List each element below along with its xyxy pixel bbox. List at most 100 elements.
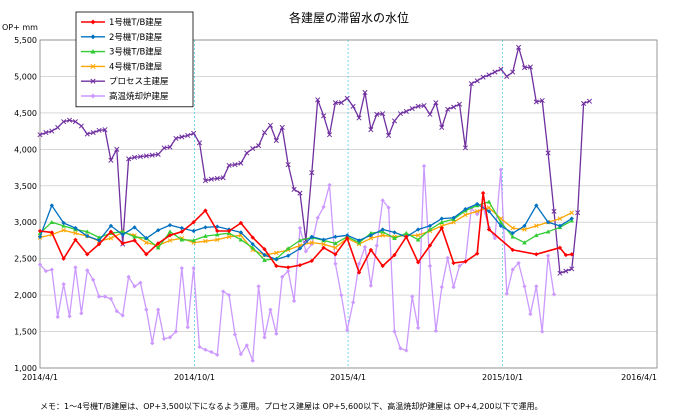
- series-6-point: [474, 211, 480, 217]
- series-5-point: [409, 105, 415, 112]
- series-1: [37, 190, 575, 275]
- series-6-point: [155, 307, 161, 312]
- series-6-point: [114, 308, 120, 314]
- series-6-point: [504, 291, 510, 296]
- series-6-point: [108, 296, 114, 302]
- series-5-point: [557, 270, 563, 276]
- series-5-point: [261, 130, 268, 136]
- series-1-point: [474, 251, 480, 256]
- series-3-point: [191, 238, 196, 243]
- series-5-point: [427, 111, 433, 117]
- series-6-point: [167, 335, 173, 340]
- series-5-point: [456, 101, 463, 107]
- series-6-point: [339, 292, 344, 298]
- series-6-point: [492, 236, 498, 241]
- series-2-point: [534, 203, 539, 208]
- series-2-point: [557, 223, 563, 229]
- series-1-point: [344, 236, 350, 241]
- series-6-point: [522, 284, 527, 289]
- series-5-point: [126, 156, 132, 162]
- series-3-point: [297, 238, 303, 243]
- series-5-point: [338, 100, 344, 106]
- series-6-point: [279, 274, 285, 280]
- series-6-point: [510, 267, 515, 272]
- series-6-point: [37, 262, 43, 267]
- series-2-point: [439, 216, 445, 221]
- series-2-point: [333, 234, 338, 240]
- series-3-point: [427, 227, 433, 232]
- series-5-point: [55, 124, 61, 131]
- series-6-point: [534, 284, 539, 289]
- series-5-point: [149, 152, 155, 158]
- series-6-point: [191, 265, 196, 271]
- series-5-point: [581, 100, 587, 106]
- series-6-point: [451, 284, 456, 290]
- series-6-point: [344, 327, 350, 333]
- series-2-point: [274, 257, 279, 262]
- legend-item-3: 3号機T/B建屋: [81, 47, 163, 58]
- series-5-point: [66, 117, 73, 123]
- series-1-point: [368, 247, 374, 253]
- series-5-point: [362, 89, 368, 96]
- series-1-point: [404, 234, 409, 240]
- series-1-point: [321, 245, 326, 250]
- series-6-point: [61, 281, 66, 287]
- series-3-point: [84, 229, 90, 234]
- series-1-point: [427, 243, 433, 248]
- series-5-point: [397, 111, 403, 117]
- series-6-point: [203, 347, 208, 353]
- series-2-point: [214, 224, 220, 229]
- series-4-point: [569, 210, 575, 216]
- x-tick-labels: 2014/4/1 2014/10/1 2015/4/1 2015/10/1 2016/4…: [22, 373, 657, 382]
- series-6-point: [380, 198, 385, 203]
- series-4-point: [226, 234, 232, 240]
- series-6-point: [67, 313, 72, 319]
- x-tick-label: 2014/10/1: [174, 373, 215, 382]
- series-6-point: [96, 294, 102, 299]
- series-5-point: [285, 162, 291, 168]
- series-6-point: [433, 328, 439, 334]
- series-2-point: [486, 209, 492, 214]
- series-2-point: [238, 230, 244, 235]
- series-2-point: [73, 225, 78, 231]
- series-4-point: [510, 225, 515, 231]
- series-1-point: [557, 245, 563, 250]
- series-4-point: [73, 230, 78, 236]
- series-2-point: [380, 227, 385, 232]
- series-6-point: [551, 292, 557, 297]
- series-6-point: [528, 311, 533, 317]
- series-6-point: [404, 348, 409, 353]
- series-6-point: [144, 307, 149, 312]
- series-6-point: [392, 329, 397, 334]
- legend-item-4-marker: [90, 63, 96, 69]
- series-6-point: [333, 261, 338, 267]
- series-6-point: [90, 277, 96, 283]
- series-5-point: [155, 151, 161, 157]
- series-5-point: [131, 154, 138, 160]
- series-5-point: [321, 113, 327, 119]
- y-tick-label: 2,500: [14, 255, 37, 264]
- series-6-point: [173, 329, 179, 334]
- series-2-point: [167, 222, 173, 228]
- series-5-point: [356, 115, 362, 121]
- series-2-point: [132, 225, 137, 230]
- y-tick-label: 2,000: [14, 291, 37, 300]
- series-6-point: [256, 284, 261, 289]
- series-6-point: [415, 325, 421, 331]
- series-5-point: [380, 111, 386, 117]
- legend-box: [75, 11, 194, 108]
- series-5-point: [527, 64, 533, 70]
- series-3-point: [214, 232, 220, 237]
- series-1-point: [274, 263, 279, 269]
- series-3-point: [522, 240, 527, 245]
- series-5-point: [368, 127, 374, 133]
- series-6-point: [197, 344, 202, 350]
- series-1-point: [356, 270, 362, 275]
- series-5-point: [326, 132, 333, 138]
- series-1-point: [297, 262, 303, 268]
- series-6-point: [214, 352, 220, 358]
- series-2-point: [392, 230, 397, 235]
- series-6-point: [85, 268, 90, 273]
- series-6-point: [209, 349, 214, 355]
- series-5-point: [173, 135, 179, 141]
